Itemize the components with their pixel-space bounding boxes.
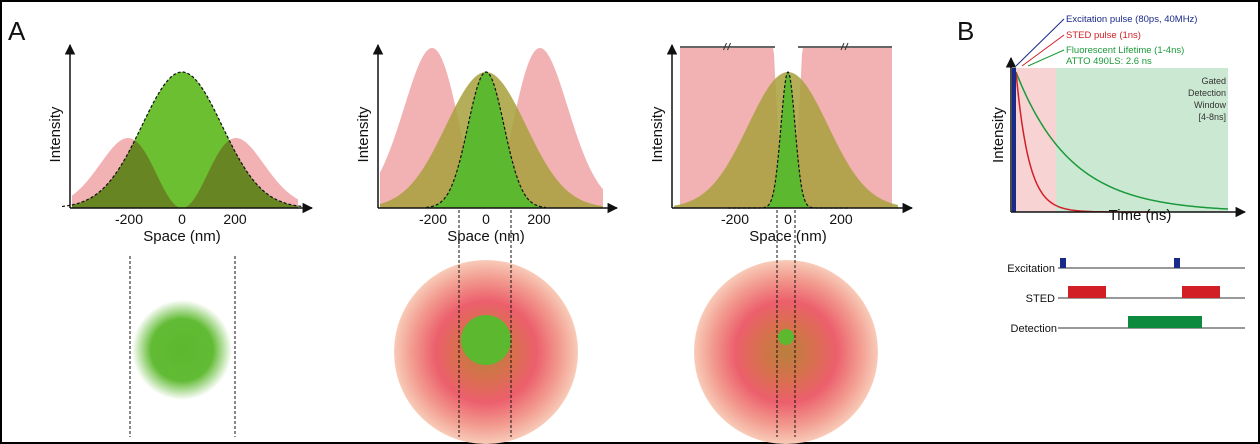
timing-label: Detection [1011,323,1057,335]
timing-label: STED [1026,293,1055,305]
panel-label: B [957,16,974,46]
y-axis-label: Intensity [649,106,666,162]
sted-window [1013,68,1056,212]
x-axis-label: Time (ns) [1109,207,1172,224]
x-tick-label: -200 [721,211,749,227]
legend-arrow [1016,19,1064,66]
pulse [1182,286,1220,298]
x-tick-label: -200 [115,211,143,227]
pulse [1068,286,1106,298]
y-axis-label: Intensity [355,106,372,162]
gate-label: Detection [1188,88,1226,98]
pulse [1174,258,1180,268]
x-tick-label: -200 [419,211,447,227]
effective-spot [778,329,794,345]
x-tick-label: 0 [178,211,186,227]
excitation-spot [132,300,232,400]
timing-label: Excitation [1007,263,1055,275]
y-axis-label: Intensity [990,107,1007,163]
legend-entry: Fluorescent Lifetime (1-4ns) [1066,45,1184,56]
panel-label: A [8,16,26,46]
x-tick-label: 0 [482,211,490,227]
x-axis-label: Space (nm) [749,228,827,245]
excitation-pulse [1012,68,1016,212]
pulse [1060,258,1066,268]
legend-entry: Excitation pulse (80ps, 40MHz) [1066,14,1197,25]
legend-entry: ATTO 490LS: 2.6 ns [1066,56,1152,67]
x-tick-label: 200 [829,211,853,227]
gate-label: [4-8ns] [1198,112,1226,122]
y-axis-label: Intensity [47,106,64,162]
x-tick-label: 200 [223,211,247,227]
gate-label: Window [1194,100,1227,110]
gate-label: Gated [1201,76,1226,86]
x-tick-label: 200 [527,211,551,227]
x-axis-label: Space (nm) [143,228,221,245]
figure: A B IntensitySpace (nm)-2000200Intensity… [0,0,1260,444]
sted-donut [694,260,878,444]
effective-spot [461,315,511,365]
x-tick-label: 0 [784,211,792,227]
legend-entry: STED pulse (1ns) [1066,30,1141,41]
pulse [1128,316,1202,328]
